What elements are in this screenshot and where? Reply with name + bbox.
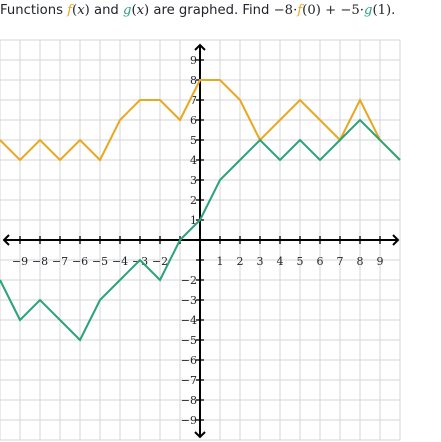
y-tick-label: 3 [190, 174, 197, 187]
x-tick-label: −7 [52, 255, 68, 268]
x-tick-label: 9 [377, 255, 384, 268]
y-tick-label: −6 [181, 354, 197, 367]
x-tick-label: 7 [337, 255, 344, 268]
x-tick-label: −4 [112, 255, 128, 268]
x-tick-label: 3 [257, 255, 264, 268]
y-tick-label: −2 [181, 274, 197, 287]
x-tick-label: −8 [32, 255, 48, 268]
y-tick-label: −3 [181, 294, 197, 307]
x-tick-label: −5 [92, 255, 108, 268]
y-tick-label: 2 [190, 194, 197, 207]
x-tick-label: 5 [297, 255, 304, 268]
y-tick-label: −8 [181, 394, 197, 407]
y-tick-label: −9 [181, 414, 197, 427]
x-tick-label: −9 [12, 255, 28, 268]
y-tick-label: −4 [181, 314, 197, 327]
x-tick-label: −6 [72, 255, 88, 268]
y-tick-label: 9 [190, 54, 197, 67]
y-tick-label: 8 [190, 74, 197, 87]
y-tick-label: 4 [190, 154, 197, 167]
y-tick-label: 6 [190, 114, 197, 127]
x-tick-label: 1 [217, 255, 224, 268]
x-tick-label: 8 [357, 255, 364, 268]
y-tick-label: −5 [181, 334, 197, 347]
x-tick-label: 4 [277, 255, 284, 268]
y-tick-label: 5 [190, 134, 197, 147]
x-tick-label: −2 [152, 255, 168, 268]
x-tick-label: 6 [317, 255, 324, 268]
axes [4, 45, 398, 437]
x-tick-label: 2 [237, 255, 244, 268]
y-tick-label: −7 [181, 374, 197, 387]
